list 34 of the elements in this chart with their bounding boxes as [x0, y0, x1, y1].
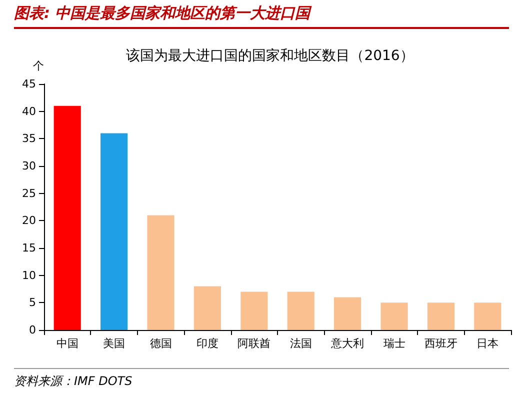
chart-subtitle: 该国为最大进口国的国家和地区数目（2016）: [126, 48, 414, 64]
text: 资料来源：IMF DOTS: [14, 374, 132, 388]
bar: [240, 292, 268, 330]
x-tick-label: 意大利: [330, 337, 364, 350]
bar: [427, 302, 454, 330]
x-tick-label: 阿联酋: [238, 337, 271, 350]
y-tick-label: 40: [22, 104, 36, 118]
x-tick-label: 美国: [103, 337, 126, 350]
bar: [334, 297, 362, 330]
bar: [194, 286, 221, 330]
y-tick-label: 30: [22, 160, 36, 172]
x-tick-label: 中国: [56, 337, 78, 350]
bar: [287, 292, 314, 330]
chart-title: 图表: 中国是最多国家和地区的第一大进口国: [14, 4, 509, 29]
y-tick-label: 15: [22, 242, 36, 254]
x-tick-label: 法国: [290, 337, 312, 350]
y-tick-label: 25: [22, 186, 36, 200]
x-tick-label: 印度: [196, 337, 218, 350]
y-tick-label: 0: [29, 324, 36, 336]
y-axis-title: 个: [33, 60, 44, 72]
y-tick-label: 5: [29, 296, 36, 310]
bar: [474, 302, 502, 330]
y-tick-label: 35: [22, 132, 36, 146]
y-tick-label: 20: [22, 214, 36, 228]
x-tick-label: 瑞士: [383, 337, 406, 350]
x-tick-label: 西班牙: [424, 337, 458, 350]
bar: [100, 133, 128, 330]
y-tick-label: 10: [22, 268, 36, 282]
x-tick-label: 德国: [150, 337, 172, 350]
bar: [54, 106, 81, 330]
bar: [380, 302, 408, 330]
y-tick-label: 45: [22, 78, 36, 90]
x-tick-label: 日本: [476, 337, 499, 350]
bar: [147, 215, 174, 330]
